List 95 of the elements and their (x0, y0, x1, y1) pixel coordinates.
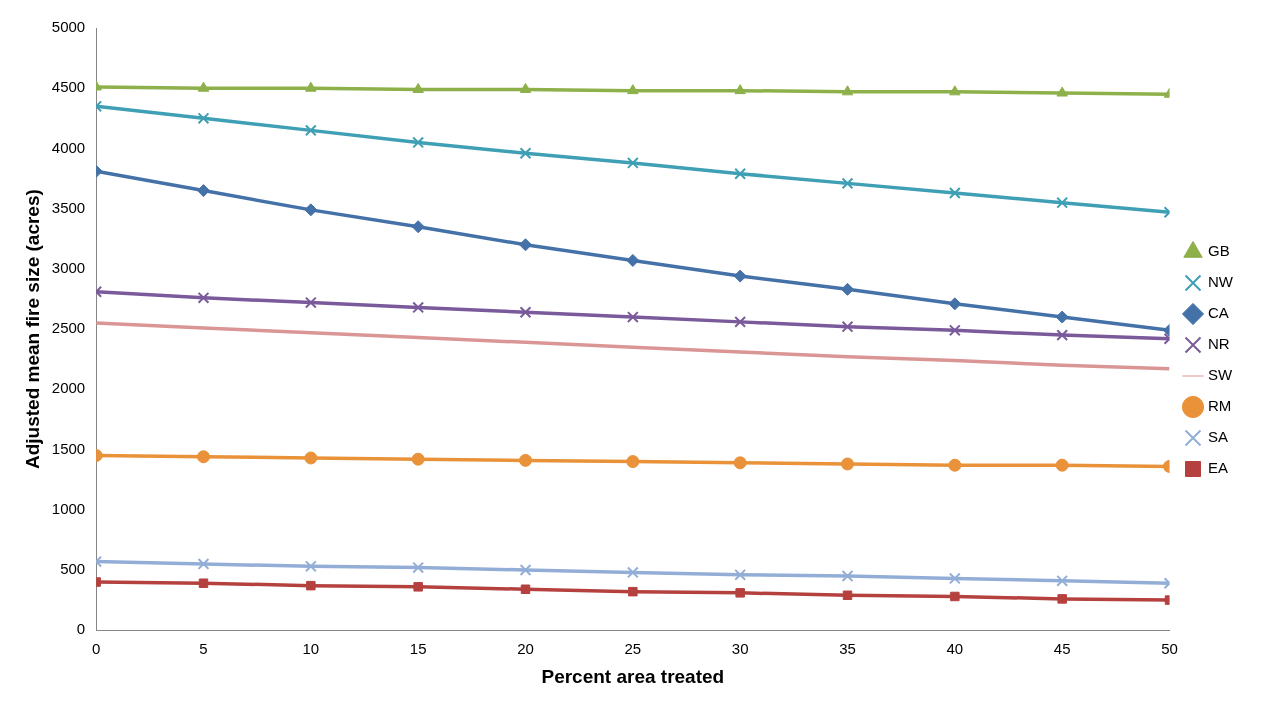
y-axis-title: Adjusted mean fire size (acres) (21, 189, 43, 470)
legend-label: NR (1208, 335, 1230, 353)
point (519, 82, 532, 93)
y-tick-label: 3000 (51, 259, 86, 277)
point (412, 82, 424, 93)
point (304, 124, 317, 137)
legend-label: SW (1208, 366, 1234, 384)
x-tick-label: 25 (624, 640, 642, 658)
y-tick-label: 4000 (51, 138, 86, 156)
legend-label: GB (1208, 242, 1230, 260)
y-tick-label: 3500 (51, 198, 86, 216)
point (197, 558, 210, 570)
y-tick-label: 500 (60, 560, 86, 578)
x-tick-label: 35 (839, 640, 856, 658)
y-tick-label: 0 (76, 620, 86, 638)
point (734, 167, 747, 180)
x-axis-title: Percent area treated (541, 665, 725, 687)
x-tick-label: 0 (92, 640, 101, 658)
x-tick-label: 30 (731, 640, 749, 658)
y-tick-label: 2000 (51, 379, 86, 397)
point (733, 269, 747, 283)
point (305, 81, 317, 92)
point (1055, 458, 1069, 472)
point (841, 177, 854, 190)
point (412, 301, 425, 314)
point (1056, 86, 1068, 97)
legend-label: NW (1208, 273, 1234, 291)
y-tick-label: 2500 (51, 319, 86, 337)
legend-label: SA (1208, 428, 1229, 446)
point (950, 591, 960, 602)
point (197, 450, 210, 464)
point (734, 568, 747, 581)
point (519, 306, 532, 319)
point (842, 590, 853, 601)
point (411, 452, 425, 466)
point (948, 297, 962, 311)
point (304, 451, 318, 465)
point (519, 147, 532, 160)
point (412, 561, 425, 574)
point (519, 238, 533, 252)
point (197, 81, 210, 92)
point (628, 586, 638, 597)
point (948, 187, 961, 199)
x-tick-label: 5 (199, 640, 208, 658)
point (1057, 594, 1067, 604)
point (412, 136, 425, 149)
legend-label: EA (1208, 459, 1229, 477)
point (734, 84, 746, 95)
legend-label: RM (1208, 397, 1232, 415)
x-tick-label: 45 (1053, 640, 1071, 658)
point (626, 156, 639, 169)
point (519, 453, 533, 467)
point (626, 311, 639, 324)
point (304, 560, 317, 573)
point (733, 456, 747, 470)
point (841, 282, 855, 296)
point (1056, 574, 1069, 587)
point (1056, 329, 1069, 342)
point (626, 566, 639, 579)
y-tick-label: 1000 (51, 499, 86, 517)
x-tick-label: 50 (1161, 640, 1178, 658)
x-tick-label: 20 (517, 640, 534, 658)
y-tick-label: 4500 (51, 78, 86, 96)
point (841, 320, 854, 333)
point (841, 457, 855, 471)
point (948, 458, 962, 472)
point (841, 570, 854, 582)
point (197, 184, 210, 198)
point (1055, 310, 1069, 324)
point (197, 112, 210, 125)
point (197, 291, 210, 304)
point (734, 315, 747, 328)
point (520, 584, 531, 594)
legend-label: CA (1208, 304, 1229, 322)
point (627, 84, 639, 95)
y-tick-label: 1500 (51, 439, 86, 457)
point (948, 572, 961, 585)
point (841, 85, 854, 96)
point (198, 578, 209, 588)
point (626, 455, 640, 469)
point (519, 564, 532, 576)
point (306, 580, 316, 591)
x-tick-label: 40 (946, 640, 964, 658)
point (304, 203, 318, 217)
point (304, 296, 317, 309)
point (413, 582, 423, 592)
point (626, 253, 640, 267)
y-tick-label: 5000 (51, 18, 86, 36)
x-tick-label: 10 (302, 640, 320, 658)
point (949, 85, 961, 96)
point (1056, 196, 1069, 209)
point (411, 220, 425, 234)
point (735, 588, 745, 598)
x-tick-label: 15 (409, 640, 427, 658)
point (948, 324, 961, 337)
